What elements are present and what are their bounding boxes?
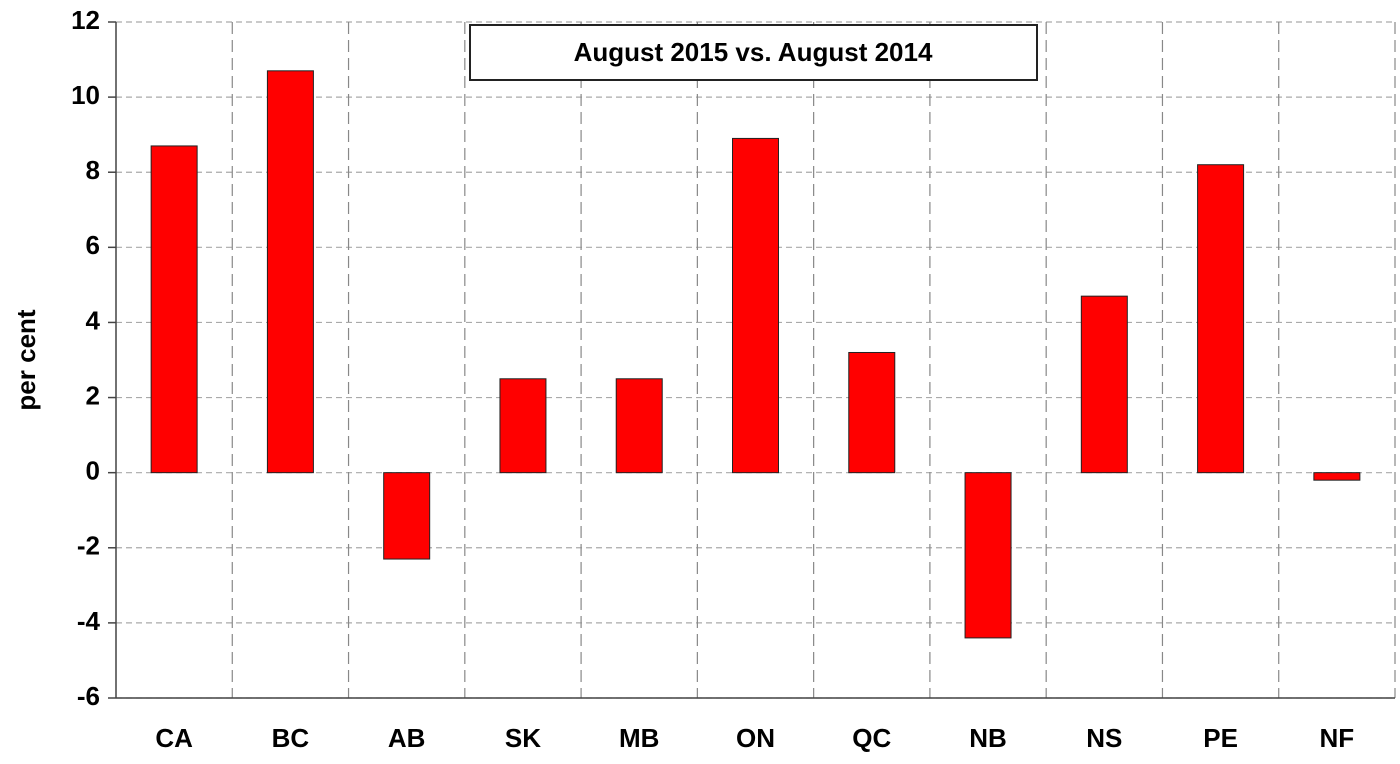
bar: [150, 145, 198, 474]
x-tick-label: AB: [388, 723, 426, 753]
y-tick-label: 12: [71, 5, 100, 35]
x-tick-label: NF: [1320, 723, 1355, 753]
y-tick-label: 4: [86, 305, 101, 335]
x-tick-label: QC: [852, 723, 891, 753]
bar: [383, 472, 431, 560]
bar: [848, 351, 896, 474]
y-tick-label: 2: [86, 380, 100, 410]
title-box: [469, 24, 1038, 81]
y-tick-label: -2: [77, 531, 100, 561]
x-tick-label: NS: [1086, 723, 1122, 753]
x-tick-label: PE: [1203, 723, 1238, 753]
bar: [1197, 164, 1245, 474]
x-tick-label: BC: [272, 723, 310, 753]
y-axis-label: per cent: [11, 309, 41, 410]
bar: [1313, 472, 1361, 481]
bar: [1080, 295, 1128, 474]
bar: [615, 378, 663, 474]
bar: [499, 378, 547, 474]
chart-title: August 2015 vs. August 2014: [574, 37, 933, 67]
y-tick-label: -4: [77, 606, 101, 636]
y-tick-label: 10: [71, 80, 100, 110]
x-tick-label: SK: [505, 723, 541, 753]
y-tick-label: 0: [86, 456, 100, 486]
bar: [266, 70, 314, 474]
x-tick-label: MB: [619, 723, 659, 753]
x-tick-label: NB: [969, 723, 1007, 753]
y-tick-label: 8: [86, 155, 100, 185]
bar: [964, 472, 1012, 639]
bar: [732, 137, 779, 474]
y-tick-label: -6: [77, 681, 100, 711]
x-tick-label: CA: [155, 723, 193, 753]
x-tick-label: ON: [736, 723, 775, 753]
y-tick-label: 6: [86, 230, 100, 260]
